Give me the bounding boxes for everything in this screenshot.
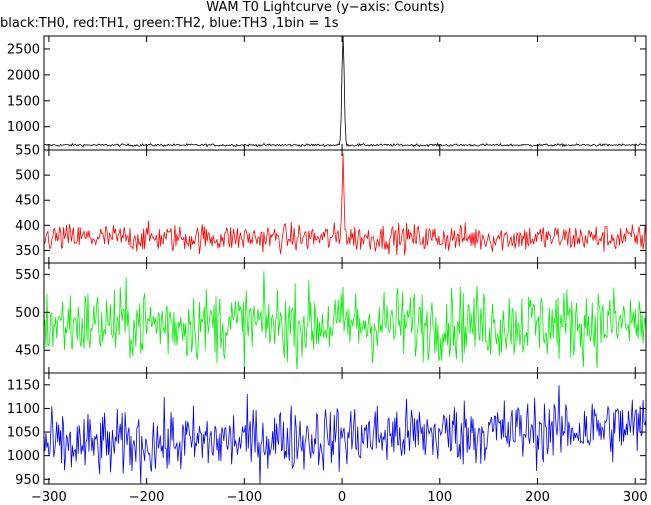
panel-frame [43,149,647,264]
x-axis: −300 −200 −100 0 100 200 300 [31,490,648,505]
panel-TH0: 550 1000 1500 2000 2500 [7,35,647,159]
y-tick-label: 550 [15,144,40,159]
y-tick-label: 2000 [7,68,40,83]
x-tick-label: −100 [226,490,262,505]
x-tick-label: 100 [427,490,452,505]
y-tick-label: 400 [15,219,40,234]
y-tick-label: 450 [15,194,40,209]
panel-frame [43,35,647,151]
y-tick-label: 1100 [7,402,40,417]
panel-frame [43,372,647,485]
series-line-TH2 [44,271,646,371]
chart-title: WAM T0 Lightcurve (y−axis: Counts) [206,0,445,15]
series-line-TH3 [44,385,646,484]
x-tick-label: −300 [31,490,67,505]
y-tick-label: 1000 [7,120,40,135]
y-tick-label: 950 [15,473,40,488]
y-tick-label: 500 [15,306,40,321]
panel-TH3: 950 1000 1050 1100 1150 [7,372,647,488]
y-tick-label: 2500 [7,42,40,57]
panels-group: 550 1000 1500 2000 2500 350 400 450 500 450 500 550… [7,35,647,488]
x-tick-label: −200 [129,490,165,505]
chart-legend-text: black:TH0, red:TH1, green:TH2, blue:TH3 … [0,16,339,31]
y-tick-label: 1150 [7,378,40,393]
series-line-TH0 [44,36,646,148]
y-tick-label: 350 [15,244,40,259]
y-tick-label: 550 [15,268,40,283]
panel-TH2: 450 500 550 [15,262,647,374]
y-tick-label: 500 [15,169,40,184]
x-tick-label: 300 [623,490,648,505]
y-tick-label: 450 [15,344,40,359]
series-line-TH1 [44,153,646,256]
x-tick-label: 0 [338,490,346,505]
x-tick-label: 200 [525,490,550,505]
y-tick-label: 1500 [7,94,40,109]
y-tick-label: 1000 [7,449,40,464]
panel-TH1: 350 400 450 500 [15,149,647,264]
y-tick-label: 1050 [7,426,40,441]
